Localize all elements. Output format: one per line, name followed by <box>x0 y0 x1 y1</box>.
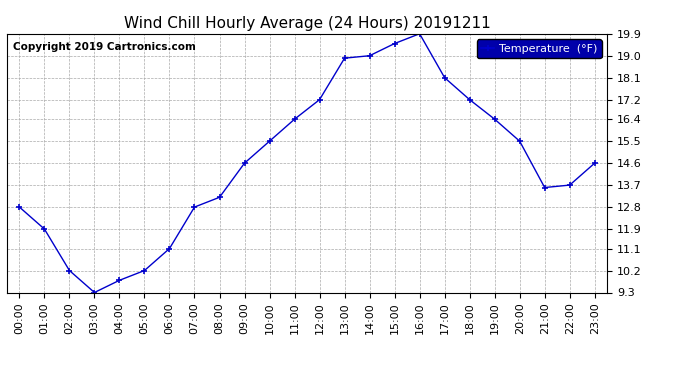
Title: Wind Chill Hourly Average (24 Hours) 20191211: Wind Chill Hourly Average (24 Hours) 201… <box>124 16 491 31</box>
Legend: Temperature  (°F): Temperature (°F) <box>477 39 602 58</box>
Text: Copyright 2019 Cartronics.com: Copyright 2019 Cartronics.com <box>13 42 196 51</box>
